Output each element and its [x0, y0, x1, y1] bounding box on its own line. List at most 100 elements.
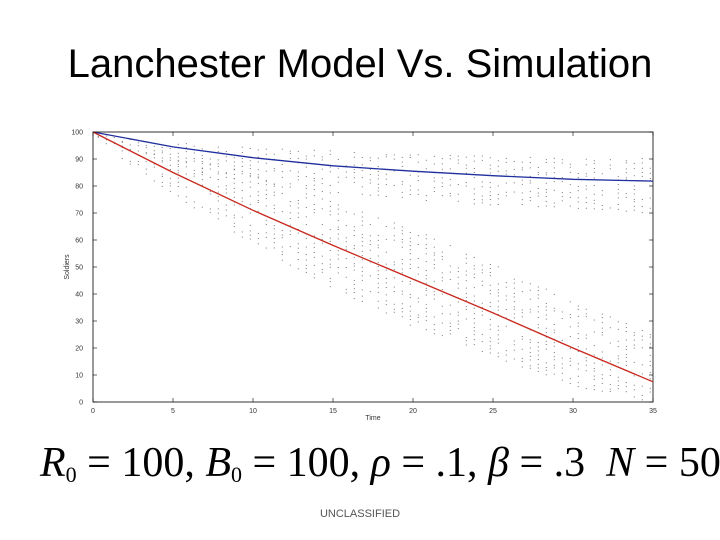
sim-point: [521, 291, 523, 293]
sim-point: [641, 158, 643, 159]
sim-point: [241, 170, 243, 172]
sim-point: [233, 214, 235, 216]
sim-point: [569, 163, 571, 165]
sim-point: [305, 268, 307, 269]
sim-point: [225, 172, 227, 174]
sim-point: [473, 160, 475, 162]
sim-point: [233, 174, 235, 175]
sim-point: [601, 378, 603, 380]
sim-point: [625, 339, 627, 341]
sim-point: [353, 177, 355, 179]
sim-point: [257, 169, 259, 171]
sim-point: [529, 289, 531, 291]
sim-point: [625, 391, 627, 393]
sim-point: [225, 204, 227, 206]
sim-point: [425, 307, 427, 309]
sim-point: [505, 195, 507, 197]
sim-point: [281, 186, 283, 188]
sim-point: [257, 149, 259, 151]
sim-point: [169, 148, 171, 150]
sim-point: [249, 174, 251, 176]
sim-point: [465, 262, 467, 264]
sim-point: [489, 164, 491, 166]
sim-point: [553, 329, 555, 331]
sim-point: [217, 179, 219, 180]
sim-point: [345, 248, 347, 250]
sim-point: [289, 264, 291, 266]
sim-point: [529, 308, 531, 310]
sim-point: [489, 204, 491, 206]
sim-point: [385, 263, 387, 265]
sim-point: [361, 157, 363, 158]
red-model-line: [92, 131, 654, 383]
sim-point: [489, 337, 491, 339]
sim-point: [329, 201, 331, 202]
sim-point: [249, 186, 251, 188]
sim-point: [289, 246, 291, 248]
sim-point: [545, 332, 547, 333]
sim-point: [641, 167, 643, 169]
sim-point: [161, 182, 163, 183]
sim-point: [521, 183, 523, 185]
sim-point: [241, 190, 243, 191]
y-tick-label: 80: [75, 184, 83, 191]
sim-point: [385, 184, 387, 185]
sim-point: [385, 312, 387, 314]
sim-point: [233, 165, 235, 167]
y-tick-label: 60: [75, 238, 83, 245]
sim-point: [121, 141, 123, 142]
sim-point: [545, 174, 547, 176]
sim-point: [601, 357, 603, 359]
sim-point: [569, 317, 571, 319]
sim-point: [609, 327, 611, 329]
sim-point: [465, 293, 467, 295]
sim-point: [385, 156, 387, 158]
sim-point: [369, 168, 371, 170]
sim-point: [401, 156, 403, 158]
sim-point: [593, 362, 595, 364]
sim-point: [337, 226, 339, 228]
sim-point: [577, 386, 579, 388]
sim-point: [537, 354, 539, 356]
sim-point: [441, 293, 443, 295]
sim-point: [545, 191, 547, 193]
sim-point: [353, 182, 355, 183]
sim-point: [193, 201, 195, 203]
simulation-points: [97, 135, 651, 401]
sim-point: [593, 354, 595, 356]
sim-point: [497, 266, 499, 268]
sim-point: [425, 159, 427, 161]
sim-point: [529, 347, 531, 349]
sim-point: [305, 224, 307, 225]
sim-point: [225, 160, 227, 162]
sim-point: [289, 183, 291, 185]
sim-point: [425, 234, 427, 236]
sim-point: [225, 185, 227, 187]
sim-point: [401, 181, 403, 183]
sim-point: [641, 175, 643, 177]
sim-point: [145, 153, 147, 155]
sim-point: [361, 237, 363, 239]
sim-point: [593, 162, 595, 164]
sim-point: [465, 340, 467, 342]
sim-point: [129, 144, 131, 146]
sim-point: [457, 271, 459, 272]
sim-point: [585, 364, 587, 366]
sim-point: [609, 159, 611, 161]
sim-point: [545, 348, 547, 350]
sim-point: [601, 374, 603, 376]
sim-point: [513, 358, 515, 360]
sim-point: [481, 351, 483, 352]
sim-point: [257, 202, 259, 203]
sim-point: [481, 155, 483, 157]
sim-point: [273, 228, 275, 230]
sim-point: [265, 153, 267, 155]
sim-point: [545, 374, 547, 376]
sim-point: [193, 158, 195, 159]
sim-point: [401, 263, 403, 265]
sim-point: [241, 161, 243, 163]
sim-point: [369, 249, 371, 251]
sim-point: [433, 155, 435, 157]
sim-point: [321, 208, 323, 210]
sim-point: [409, 297, 411, 299]
